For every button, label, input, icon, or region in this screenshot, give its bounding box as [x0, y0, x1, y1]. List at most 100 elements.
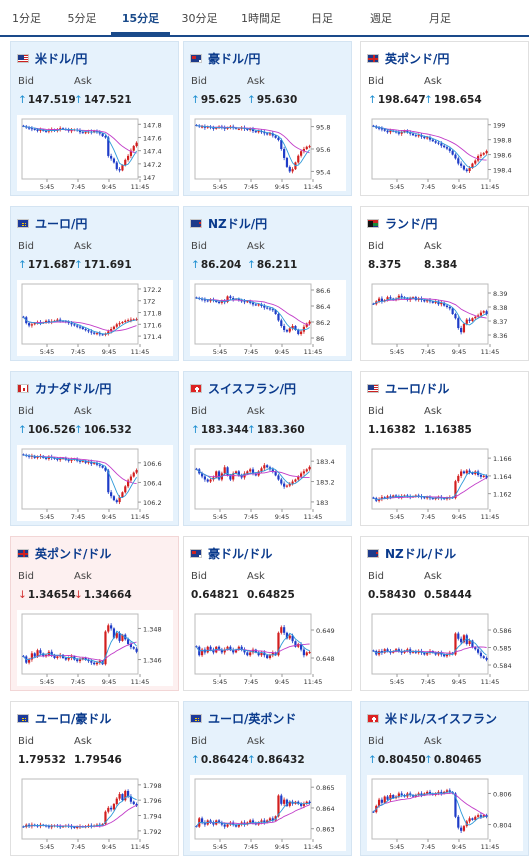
rate-card[interactable]: ユーロ/豪ドル Bid Ask 1.79532 1.79546 1.798 1.796 1.7… [10, 701, 179, 856]
ma-short-line [373, 471, 487, 500]
ma-long-line [196, 125, 310, 154]
tab-6[interactable]: 日足 [311, 12, 333, 25]
candlestick-chart: 95.8 95.6 95.4 5:45 7:45 9:45 11:45 [194, 118, 330, 191]
ma-long-line [373, 792, 487, 817]
currency-pair-link[interactable]: ユーロ/豪ドル [35, 711, 112, 726]
price-chart[interactable]: 199 198.8 198.6 198.4 5:45 7:45 9:45 11:45 [367, 115, 523, 191]
candle [291, 635, 294, 642]
candle [251, 302, 255, 305]
currency-pair-link[interactable]: 米ドル/スイスフラン [385, 711, 498, 726]
price-chart[interactable]: 1.798 1.796 1.794 1.792 5:45 7:45 9:45 11:45 [17, 775, 173, 851]
candle [274, 135, 277, 138]
candle [299, 644, 303, 650]
candle [212, 649, 215, 653]
rate-card[interactable]: ユーロ/円 Bid Ask ↑171.687 ↑171.691 172.2 172 171.8… [10, 206, 179, 361]
candle [389, 297, 392, 299]
tab-4[interactable]: 30分足 [181, 12, 218, 25]
candle [454, 793, 457, 817]
tab-5[interactable]: 1時間足 [241, 12, 281, 25]
candle [397, 132, 400, 134]
price-chart[interactable]: 1.348 1.346 5:45 7:45 9:45 11:45 [17, 610, 173, 686]
rate-card[interactable]: 豪ドル/円 Bid Ask ↑95.625 ↑95.630 95.8 95.6 95.4 5:4… [183, 41, 352, 196]
ask-number: 1.16385 [424, 424, 472, 436]
ask-label: Ask [247, 241, 265, 252]
x-tick-label: 9:45 [102, 348, 117, 356]
tab-7[interactable]: 週足 [370, 12, 392, 25]
flag-eu-icon [17, 218, 29, 228]
candle [426, 497, 429, 499]
candle [462, 165, 466, 170]
candle [217, 820, 221, 823]
currency-pair-link[interactable]: ユーロ/英ポンド [208, 711, 297, 726]
rate-card[interactable]: カナダドル/円 Bid Ask ↑106.526 ↑106.532 106.6 106.4 1… [10, 371, 179, 526]
candle [135, 319, 138, 321]
candle [44, 457, 48, 459]
price-chart[interactable]: 0.865 0.864 0.863 5:45 7:45 9:45 11:45 [190, 775, 346, 851]
rate-card[interactable]: 英ポンド/円 Bid Ask ↑198.647 ↑198.654 199 198.8 198.… [360, 41, 529, 196]
currency-pair-link[interactable]: 英ポンド/円 [385, 51, 450, 66]
x-tick-label: 11:45 [304, 678, 323, 686]
ma-short-line [196, 800, 310, 827]
price-chart[interactable]: 95.8 95.6 95.4 5:45 7:45 9:45 11:45 [190, 115, 346, 191]
tab-1[interactable]: 1分足 [12, 12, 41, 25]
currency-pair-link[interactable]: 豪ドル/円 [208, 51, 261, 66]
rate-card[interactable]: スイスフラン/円 Bid Ask ↑183.344 ↑183.360 183.4 183.2… [183, 371, 352, 526]
candle [268, 308, 272, 310]
ma-short-line [23, 630, 137, 664]
currency-pair-link[interactable]: スイスフラン/円 [208, 381, 297, 396]
rate-card[interactable]: NZドル/円 Bid Ask ↑86.204 ↑86.211 86.6 86.4 86.2 86… [183, 206, 352, 361]
rate-card[interactable]: ユーロ/英ポンド Bid Ask ↑0.86424 ↑0.86432 0.865 0.864… [183, 701, 352, 856]
price-chart[interactable]: 1.166 1.164 1.162 5:45 7:45 9:45 11:45 [367, 445, 523, 521]
tab-2[interactable]: 5分足 [67, 12, 97, 25]
price-chart[interactable]: 106.6 106.4 106.2 5:45 7:45 9:45 11:45 [17, 445, 173, 521]
candle [249, 652, 252, 656]
currency-pair-link[interactable]: 英ポンド/ドル [35, 546, 112, 561]
candle [64, 658, 67, 660]
candle [56, 319, 59, 321]
tab-8[interactable]: 月足 [429, 12, 451, 25]
rate-card[interactable]: 米ドル/スイスフラン Bid Ask ↑0.80450 ↑0.80465 0.806 0.8… [360, 701, 529, 856]
plot-frame [194, 283, 312, 345]
candle [93, 662, 96, 665]
candle [44, 320, 48, 323]
rate-card[interactable]: ユーロ/ドル Bid Ask 1.16382 1.16385 1.166 1.164 1.16… [360, 371, 529, 526]
tab-3[interactable]: 15分足 [111, 0, 170, 35]
flag-eu-icon [17, 713, 29, 723]
price-chart[interactable]: 0.649 0.648 5:45 7:45 9:45 11:45 [190, 610, 346, 686]
bid-label: Bid [368, 406, 384, 417]
candle [59, 128, 62, 130]
candle [474, 160, 477, 164]
candle [462, 826, 466, 831]
candle [474, 816, 477, 820]
currency-pair-link[interactable]: ユーロ/円 [35, 216, 88, 231]
rate-card[interactable]: ランド/円 Bid Ask 8.375 8.384 8.39 8.38 8.37 8.36 5:4… [360, 206, 529, 361]
price-chart[interactable]: 86.6 86.4 86.2 86 5:45 7:45 9:45 11:45 [190, 280, 346, 356]
candle [428, 791, 432, 794]
x-tick-label: 5:45 [390, 843, 405, 851]
y-tick-label: 147.2 [143, 161, 162, 169]
rate-card[interactable]: NZドル/ドル Bid Ask 0.58430 0.58444 0.586 0.585 0.5… [360, 536, 529, 691]
rate-card[interactable]: 豪ドル/ドル Bid Ask 0.64821 0.64825 0.649 0.648 5:45… [183, 536, 352, 691]
bid-label: Bid [18, 241, 34, 252]
price-chart[interactable]: 147.8 147.6 147.4 147.2 147 5:45 7:45 9:45 11:45 [17, 115, 173, 191]
currency-pair-link[interactable]: NZドル/円 [208, 216, 268, 231]
price-chart[interactable]: 183.4 183.2 183 5:45 7:45 9:45 11:45 [190, 445, 346, 521]
price-chart[interactable]: 8.39 8.38 8.37 8.36 5:45 7:45 9:45 11:45 [367, 280, 523, 356]
price-chart[interactable]: 0.586 0.585 0.584 5:45 7:45 9:45 11:45 [367, 610, 523, 686]
candle [414, 795, 417, 797]
currency-pair-link[interactable]: 米ドル/円 [35, 51, 88, 66]
price-chart[interactable]: 0.806 0.804 5:45 7:45 9:45 11:45 [367, 775, 523, 851]
currency-pair-link[interactable]: ユーロ/ドル [385, 381, 450, 396]
currency-pair-link[interactable]: NZドル/ドル [385, 546, 457, 561]
bid-number: 198.647 [377, 94, 426, 106]
candle [129, 150, 133, 156]
rate-card[interactable]: 米ドル/円 Bid Ask ↑147.519 ↑147.521 147.8 147.6 147… [10, 41, 179, 196]
x-tick-label: 5:45 [40, 513, 55, 521]
price-chart[interactable]: 172.2 172 171.8 171.6 171.4 5:45 7:45 9:45 11:45 [17, 280, 173, 356]
currency-pair-link[interactable]: 豪ドル/ドル [208, 546, 273, 561]
candle [280, 627, 283, 633]
currency-pair-link[interactable]: ランド/円 [385, 216, 438, 231]
rate-card[interactable]: 英ポンド/ドル Bid Ask ↓1.34654 ↓1.34664 1.348 1.346 5… [10, 536, 179, 691]
candle [423, 652, 426, 655]
currency-pair-link[interactable]: カナダドル/円 [35, 381, 112, 396]
